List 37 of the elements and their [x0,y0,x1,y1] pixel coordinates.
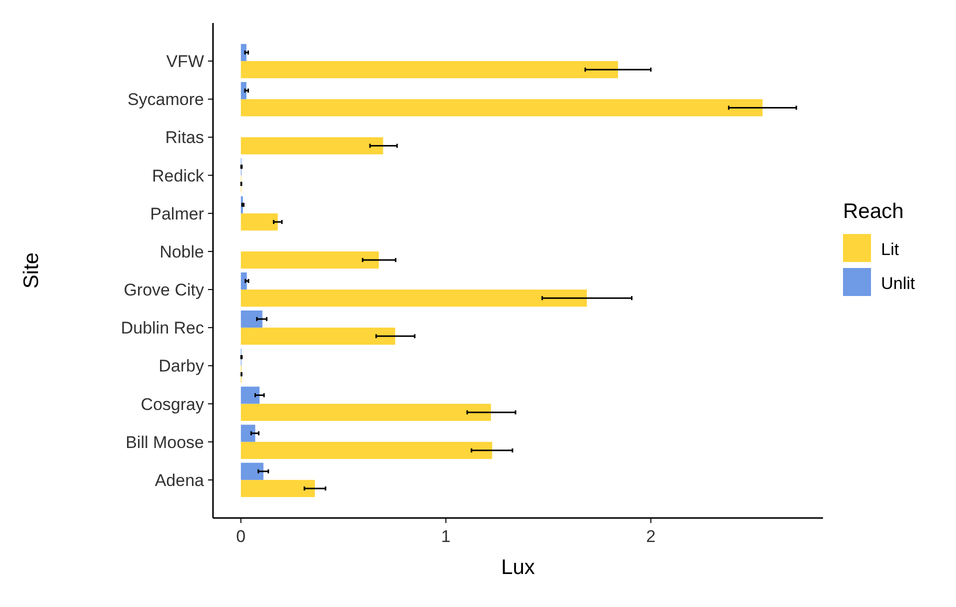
bar [240,82,246,100]
bar [240,272,247,290]
x-tick-label: 0 [236,527,246,546]
x-tick-label: 1 [441,527,451,546]
y-tick-label: VFW [166,52,204,72]
bar [240,290,587,307]
y-tick-label: Cosgray [140,394,204,414]
y-axis-title: Site [20,252,43,289]
y-tick-label: Grove City [124,280,204,300]
bar [240,310,262,328]
y-tick-label: Bill Moose [126,432,204,452]
bar [240,99,763,116]
x-tick-label: 2 [646,527,656,546]
bar [240,213,278,231]
bar [240,328,396,345]
bar [240,137,384,154]
bar [240,442,492,459]
bar [240,251,379,269]
y-tick-label: Dublin Rec [120,318,204,338]
bar [240,462,264,480]
legend-label: Lit [881,240,900,259]
bar [240,61,618,78]
bar [240,424,256,442]
bar [240,404,491,421]
legend-label: Unlit [881,274,916,293]
y-tick-label: Ritas [165,128,204,148]
bar [240,480,315,498]
y-tick-label: Sycamore [127,90,204,110]
y-tick-label: Noble [160,242,204,262]
bar [240,386,260,404]
y-tick-label: Redick [152,166,204,186]
legend-title: Reach [843,200,904,223]
x-axis-title: Lux [501,556,536,579]
y-tick-label: Adena [154,470,205,490]
y-tick-label: Palmer [150,204,204,224]
y-tick-label: Darby [158,356,204,376]
bar [240,44,246,62]
